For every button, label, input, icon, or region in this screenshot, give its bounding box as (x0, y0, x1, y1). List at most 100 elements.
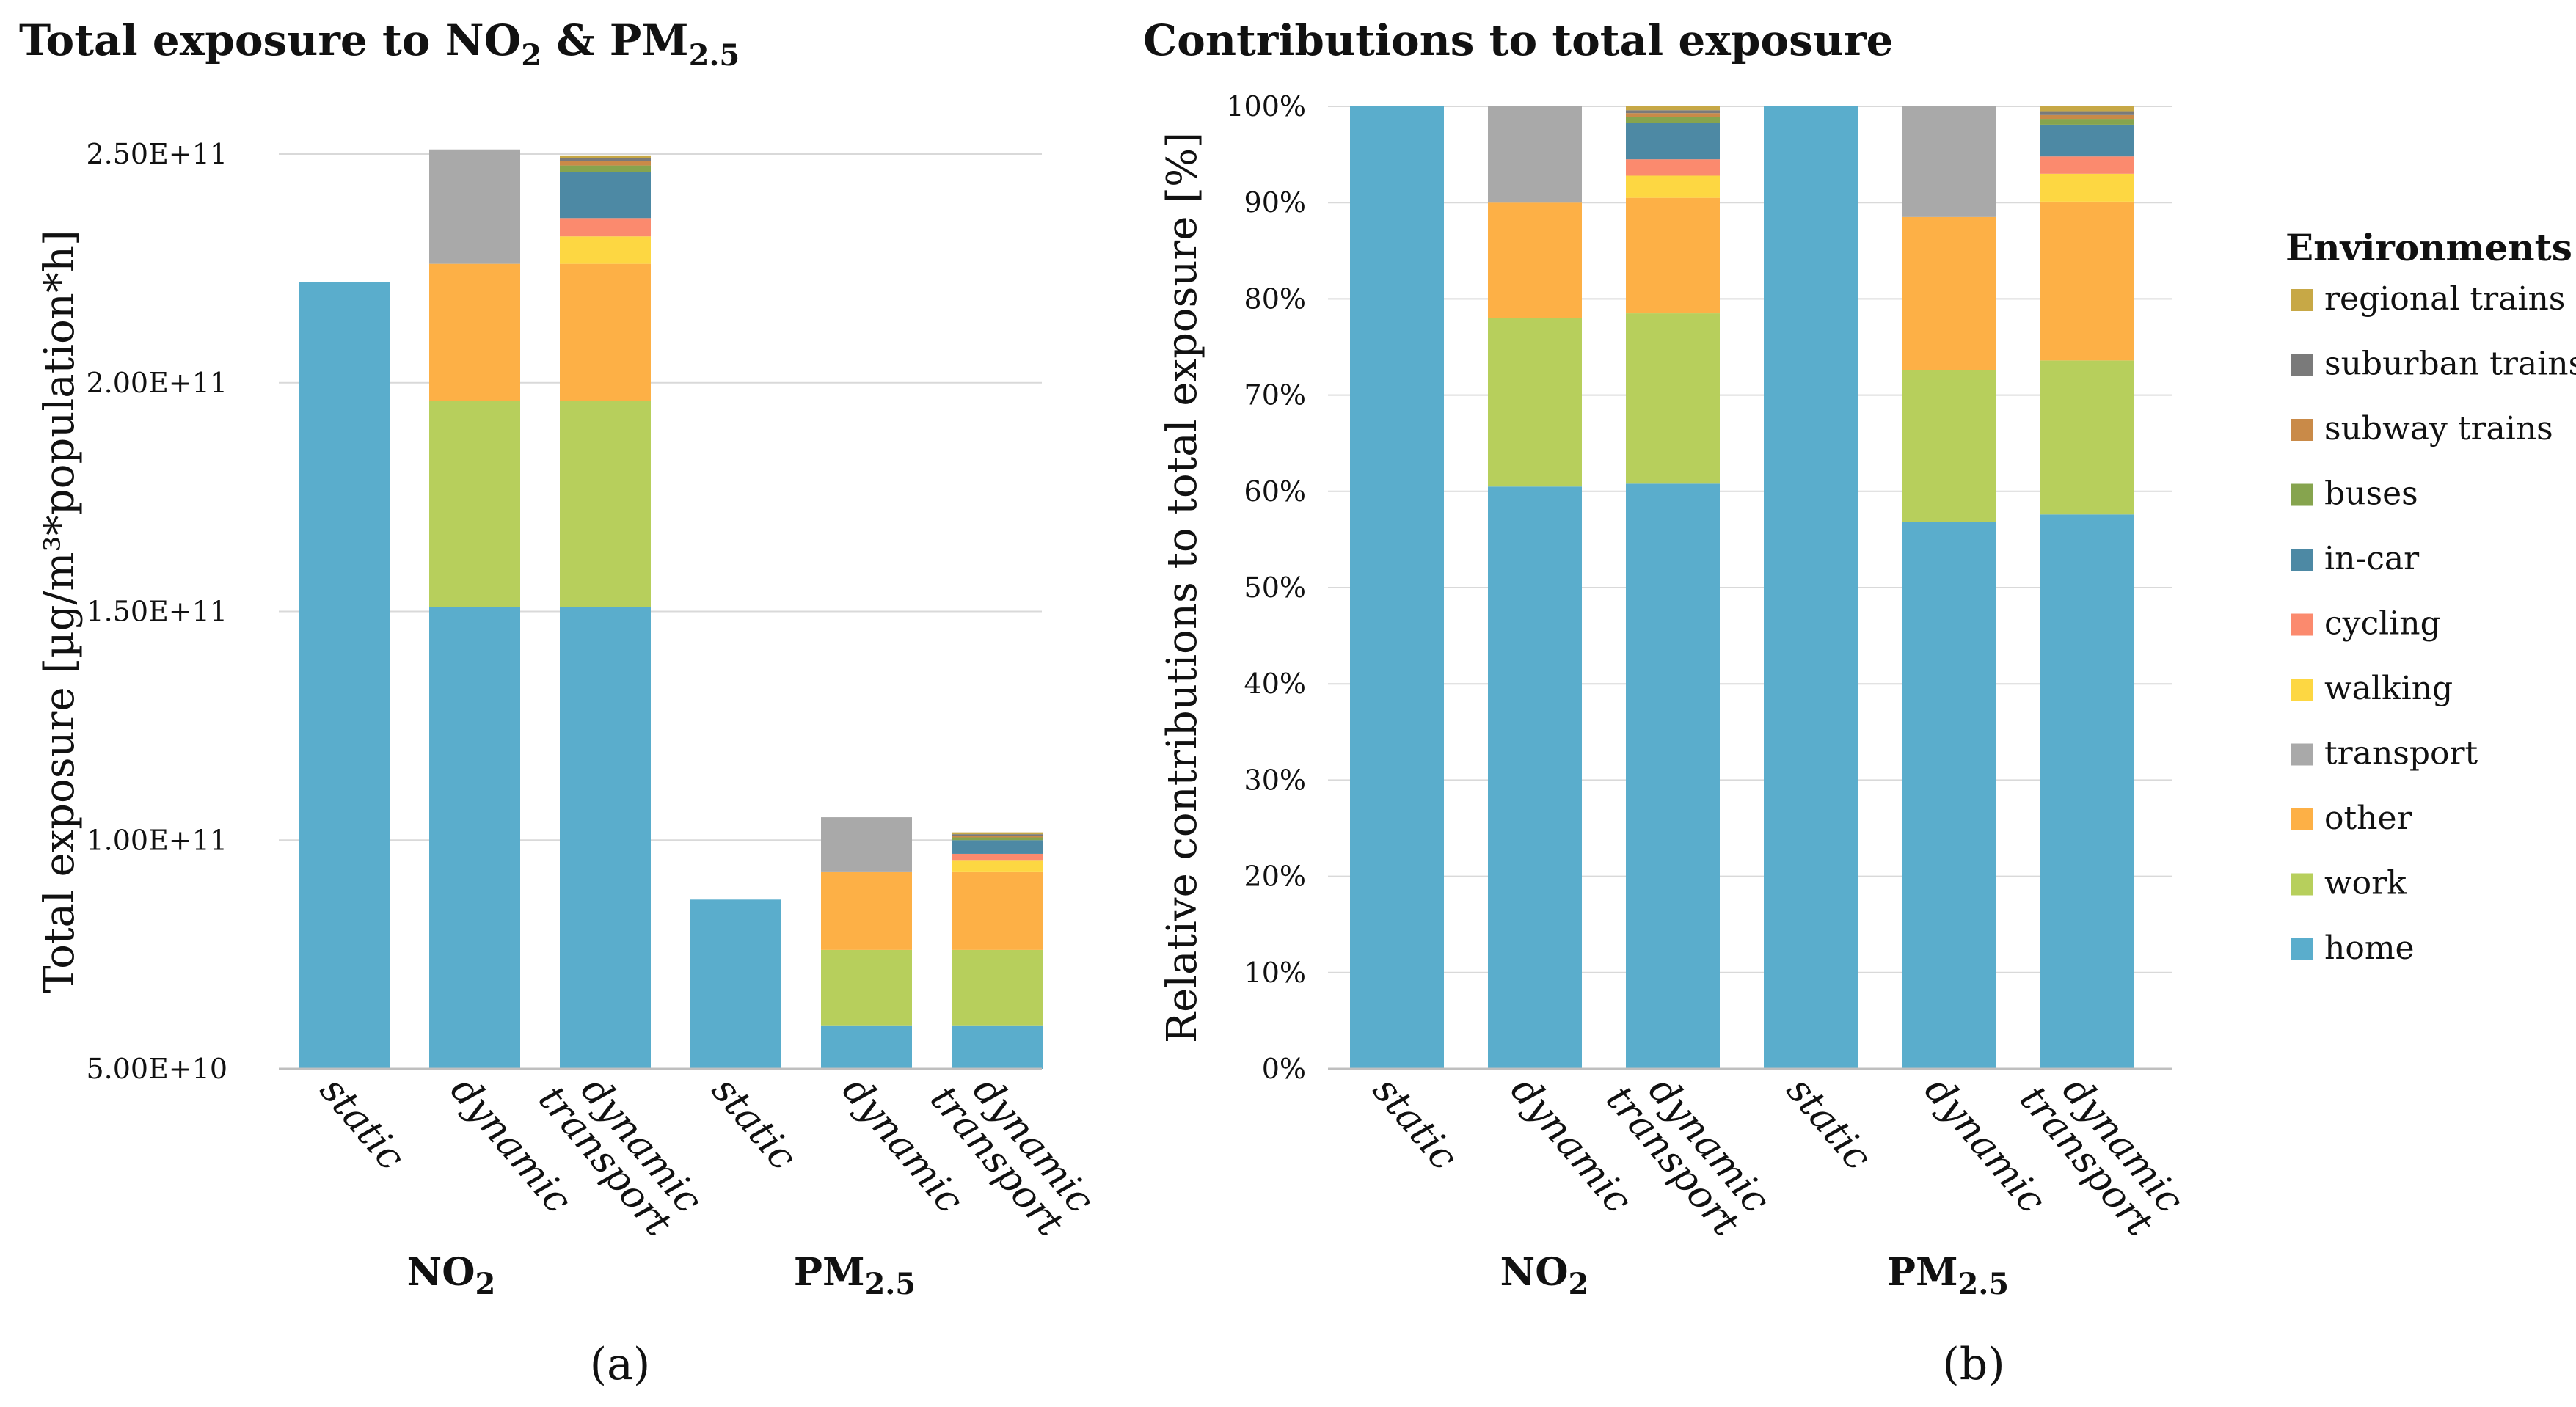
chart-a-bar-other-1 (429, 263, 520, 401)
chart-b-ytick-label: 70% (1244, 379, 1306, 412)
chart-a-ytick-label: 1.50E+11 (86, 596, 227, 628)
chart-a-bar-buses-5 (952, 837, 1043, 841)
legend-swatch-other (2291, 808, 2313, 830)
chart-b-bar-in-car-5 (2040, 124, 2134, 157)
chart-b-ytick-label: 20% (1244, 860, 1306, 893)
chart-b-bar-cycling-5 (2040, 156, 2134, 174)
panel-a-title-sub2: 2.5 (689, 38, 740, 73)
legend-swatch-walking (2291, 679, 2313, 701)
chart-a-bar-work-5 (952, 949, 1043, 1026)
legend-swatch-transport (2291, 743, 2313, 766)
legend-label-walking: walking (2324, 670, 2453, 707)
chart-b-ytick-label: 0% (1262, 1053, 1306, 1085)
chart-b-bar-home-4 (1902, 522, 1996, 1069)
chart-b-bar-home-5 (2040, 514, 2134, 1069)
chart-a-bar-other-4 (821, 871, 912, 950)
group-label-pm-a: PM2.5 (794, 1250, 916, 1301)
legend-swatch-regional-trains (2291, 289, 2313, 311)
legend-label-suburban-trains: suburban trains (2324, 346, 2576, 383)
chart-b-bar-subway-trains-2 (1626, 113, 1720, 117)
chart-b-ytick-label: 90% (1244, 186, 1306, 219)
chart-b-bar-walking-2 (1626, 175, 1720, 198)
chart-b-ytick-label: 80% (1244, 282, 1306, 315)
chart-b-category-label: dynamictransport (2011, 1053, 2192, 1246)
chart-a-category-label: dynamictransport (530, 1053, 711, 1246)
panel-a-title-sub1: 2 (521, 38, 541, 73)
chart-a-bar-in-car-5 (952, 840, 1043, 854)
chart-b-bar-buses-2 (1626, 117, 1720, 123)
chart-b-bar-other-4 (1902, 216, 1996, 370)
chart-b-ytick-label: 60% (1244, 475, 1306, 508)
chart-a-bar-walking-5 (952, 860, 1043, 872)
chart-a-bar-home-0 (299, 282, 390, 1070)
panel-b-title: Contributions to total exposure (1143, 15, 1893, 65)
chart-a-bar-home-3 (690, 899, 781, 1069)
chart-a-bar-other-2 (560, 263, 651, 401)
chart-b-bar-in-car-2 (1626, 123, 1720, 160)
chart-b-ytick-label: 30% (1244, 764, 1306, 796)
legend-title: Environments (2285, 226, 2572, 269)
chart-a-bar-home-5 (952, 1025, 1043, 1069)
chart-b: 0%10%20%30%40%50%60%70%80%90%100%static d… (1159, 90, 2192, 1246)
group-pm-main-b: PM (1887, 1250, 1958, 1295)
chart-a-bar-suburban-trains-2 (560, 158, 651, 161)
chart-b-ytick-label: 40% (1244, 668, 1306, 700)
group-label-no2-b: NO2 (1500, 1250, 1589, 1301)
chart-a-category-label: static (703, 1069, 805, 1179)
legend-swatch-in-car (2291, 549, 2313, 571)
legend: Environments regional trains suburban tra… (2285, 226, 2576, 967)
legend-swatch-buses (2291, 483, 2313, 506)
chart-b-bar-buses-5 (2040, 119, 2134, 125)
group-label-no2-a: NO2 (407, 1250, 496, 1301)
chart-b-bar-other-5 (2040, 201, 2134, 361)
chart-b-bar-regional-trains-5 (2040, 106, 2134, 112)
chart-b-category-label: static (1778, 1069, 1880, 1179)
legend-label-buses: buses (2324, 475, 2418, 513)
group-pm-sub-b: 2.5 (1958, 1267, 2010, 1301)
chart-b-y-axis-label: Relative contributions to total exposure… (1159, 132, 1206, 1043)
group-no2-main: NO (407, 1250, 475, 1295)
chart-a-y-axis-label: Total exposure [µg/m³*population*h] (36, 230, 84, 993)
chart-a-bar-cycling-2 (560, 218, 651, 237)
chart-b-ytick-label: 50% (1244, 571, 1306, 604)
chart-a-ytick-label: 2.00E+11 (86, 367, 227, 399)
legend-label-regional-trains: regional trains (2324, 280, 2565, 318)
chart-b-bar-work-5 (2040, 360, 2134, 515)
group-pm-sub: 2.5 (865, 1267, 916, 1301)
chart-a-ytick-label: 1.00E+11 (86, 824, 227, 856)
legend-swatch-suburban-trains (2291, 354, 2313, 376)
chart-b-bar-work-1 (1488, 318, 1582, 487)
legend-swatch-cycling (2291, 613, 2313, 636)
panel-b-label: (b) (1942, 1339, 2004, 1390)
chart-b-bar-home-2 (1626, 483, 1720, 1069)
chart-b-bar-home-0 (1350, 106, 1444, 1069)
chart-a-bar-other-5 (952, 871, 1043, 950)
chart-b-bar-subway-trains-5 (2040, 114, 2134, 120)
chart-a-bar-cycling-5 (952, 853, 1043, 861)
group-pm-main: PM (794, 1250, 865, 1295)
legend-label-subway-trains: subway trains (2324, 410, 2553, 447)
chart-a-bar-suburban-trains-5 (952, 834, 1043, 836)
chart-a-bar-home-2 (560, 607, 651, 1069)
chart-b-bar-walking-5 (2040, 173, 2134, 202)
chart-a-bar-subway-trains-5 (952, 836, 1043, 838)
panel-a-title-main: Total exposure to NO (19, 15, 521, 65)
group-label-pm-b: PM2.5 (1887, 1250, 2009, 1301)
chart-a: 5.00E+10 1.00E+11 1.50E+11 2.00E+11 2.50E+11… (36, 138, 1103, 1246)
chart-b-bar-other-2 (1626, 197, 1720, 314)
legend-label-transport: transport (2324, 735, 2478, 772)
group-no2-main-b: NO (1500, 1250, 1569, 1295)
chart-b-bar-regional-trains-2 (1626, 106, 1720, 111)
chart-a-bar-transport-4 (821, 817, 912, 872)
chart-b-bar-work-2 (1626, 313, 1720, 484)
legend-label-work: work (2324, 865, 2407, 902)
legend-swatch-home (2291, 938, 2313, 960)
chart-b-bar-cycling-2 (1626, 159, 1720, 176)
chart-a-bar-work-4 (821, 949, 912, 1026)
chart-a-bar-work-1 (429, 401, 520, 607)
chart-a-bar-home-1 (429, 607, 520, 1069)
legend-swatch-work (2291, 873, 2313, 896)
chart-a-bar-home-4 (821, 1025, 912, 1069)
chart-b-bar-home-1 (1488, 486, 1582, 1069)
